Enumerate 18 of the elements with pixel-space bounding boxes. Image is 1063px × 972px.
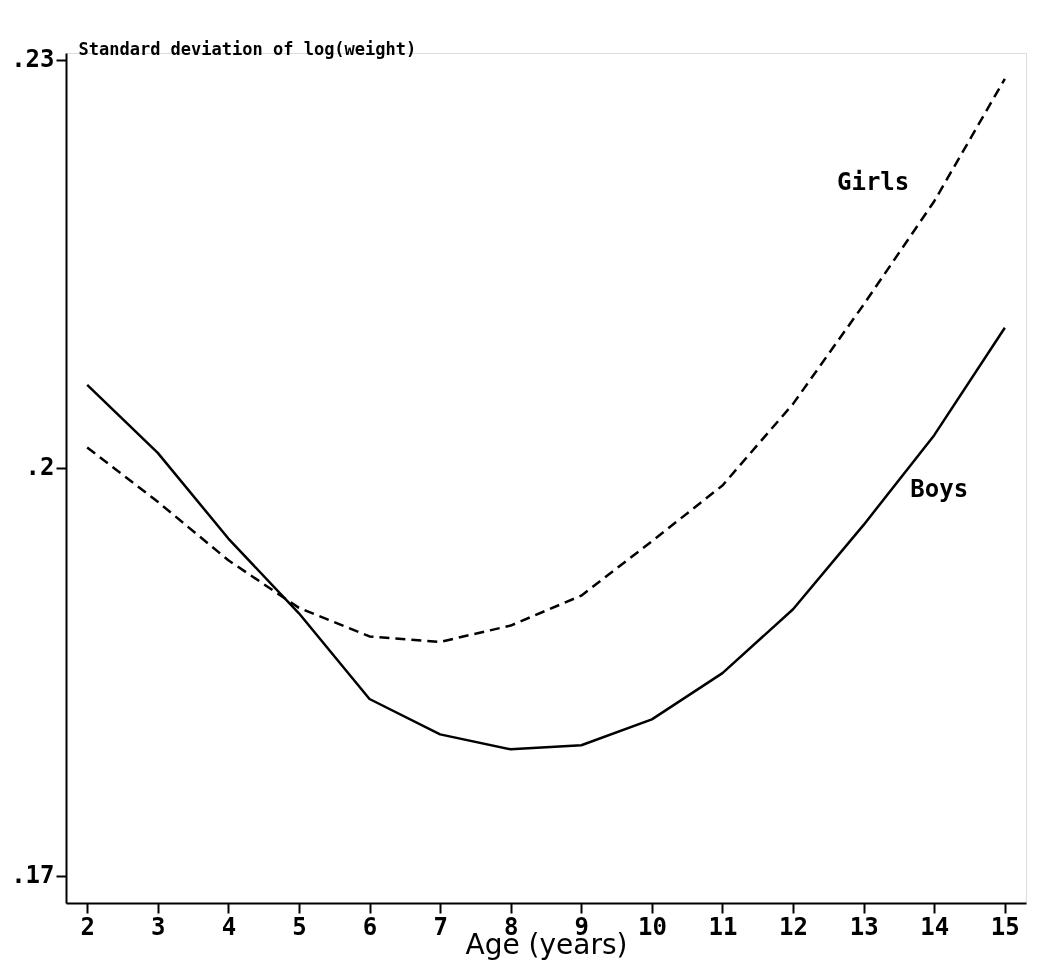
x-tick-label: 5 [292,912,307,941]
y-axis-title: Standard deviation of log(weight) [78,38,417,59]
x-tick-label: 11 [708,912,738,941]
y-tick-label: .2 [25,453,55,482]
x-tick-label: 10 [637,912,667,941]
x-tick-label: 14 [920,912,950,941]
x-tick-label: 7 [433,912,448,941]
x-tick-label: 6 [362,912,378,941]
y-tick-label: .23 [11,45,55,74]
x-tick-label: 12 [779,912,809,941]
x-tick-label: 4 [221,912,237,941]
x-tick-label: 2 [80,912,95,941]
y-tick-label: .17 [11,861,55,890]
x-tick-label: 13 [849,912,879,941]
x-tick-label: 3 [151,912,166,941]
x-tick-label: 15 [990,912,1020,941]
series-label: Girls [836,168,910,197]
series-label: Boys [910,475,969,504]
